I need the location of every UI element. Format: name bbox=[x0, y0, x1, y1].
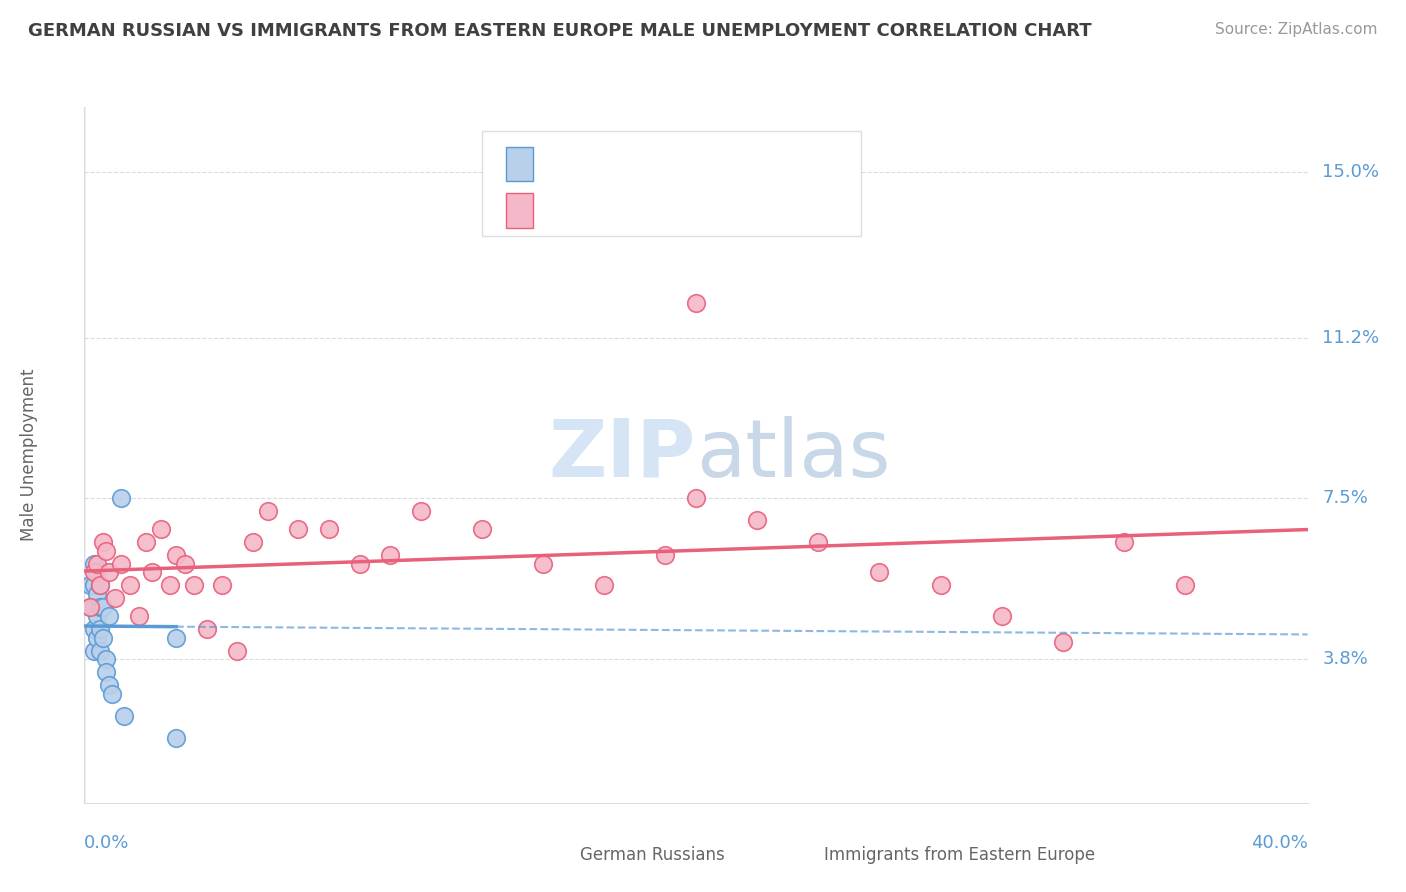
Point bbox=[349, 557, 371, 571]
Point bbox=[747, 513, 769, 527]
Text: 0.0%: 0.0% bbox=[84, 834, 129, 852]
Point bbox=[89, 578, 111, 592]
Point bbox=[242, 534, 264, 549]
Text: 15.0%: 15.0% bbox=[1322, 163, 1379, 181]
FancyBboxPatch shape bbox=[482, 131, 860, 235]
Point bbox=[654, 548, 676, 562]
Point bbox=[195, 622, 218, 636]
Point bbox=[593, 578, 616, 592]
Point bbox=[89, 578, 111, 592]
Point bbox=[91, 600, 114, 615]
Point bbox=[531, 557, 554, 571]
Bar bbox=[782, 842, 818, 868]
Point bbox=[94, 543, 117, 558]
Point bbox=[165, 631, 187, 645]
Point bbox=[869, 566, 891, 580]
Point bbox=[79, 600, 101, 615]
Text: Immigrants from Eastern Europe: Immigrants from Eastern Europe bbox=[824, 846, 1095, 864]
Point bbox=[97, 566, 120, 580]
Point bbox=[110, 557, 132, 571]
Point bbox=[226, 643, 249, 657]
Point bbox=[89, 643, 111, 657]
Point bbox=[409, 504, 432, 518]
Point bbox=[1174, 578, 1197, 592]
Point bbox=[128, 608, 150, 623]
Point bbox=[86, 557, 108, 571]
Point bbox=[120, 578, 142, 592]
Point bbox=[83, 643, 105, 657]
Text: Male Unemployment: Male Unemployment bbox=[20, 368, 38, 541]
Text: GERMAN RUSSIAN VS IMMIGRANTS FROM EASTERN EUROPE MALE UNEMPLOYMENT CORRELATION C: GERMAN RUSSIAN VS IMMIGRANTS FROM EASTER… bbox=[28, 22, 1091, 40]
Point bbox=[97, 678, 120, 692]
Bar bbox=[537, 842, 574, 868]
Point bbox=[471, 522, 494, 536]
Text: 3.8%: 3.8% bbox=[1322, 650, 1368, 668]
Point bbox=[135, 534, 157, 549]
Point bbox=[91, 534, 114, 549]
Point bbox=[211, 578, 233, 592]
Point bbox=[1052, 635, 1074, 649]
Text: 40.0%: 40.0% bbox=[1251, 834, 1308, 852]
Point bbox=[104, 591, 127, 606]
Point bbox=[183, 578, 205, 592]
Point bbox=[83, 600, 105, 615]
Point bbox=[685, 491, 707, 506]
Text: ZIP: ZIP bbox=[548, 416, 696, 494]
Point bbox=[101, 687, 124, 701]
Text: 11.2%: 11.2% bbox=[1322, 328, 1379, 346]
Point bbox=[685, 295, 707, 310]
Point bbox=[257, 504, 280, 518]
Point bbox=[174, 557, 197, 571]
Point bbox=[165, 731, 187, 745]
Point bbox=[165, 548, 187, 562]
Point bbox=[112, 708, 135, 723]
Point bbox=[141, 566, 163, 580]
Point bbox=[91, 631, 114, 645]
Point bbox=[94, 665, 117, 680]
Bar bbox=[506, 146, 533, 181]
Point bbox=[86, 608, 108, 623]
Point bbox=[159, 578, 181, 592]
Point bbox=[89, 622, 111, 636]
Point bbox=[83, 566, 105, 580]
Point bbox=[97, 608, 120, 623]
Point bbox=[110, 491, 132, 506]
Point bbox=[83, 557, 105, 571]
Point bbox=[287, 522, 309, 536]
Point bbox=[991, 608, 1014, 623]
Point bbox=[83, 578, 105, 592]
Point bbox=[89, 600, 111, 615]
Point bbox=[86, 631, 108, 645]
Point bbox=[318, 522, 340, 536]
Point bbox=[86, 566, 108, 580]
Point bbox=[929, 578, 952, 592]
Point bbox=[149, 522, 172, 536]
Point bbox=[1114, 534, 1136, 549]
Text: 7.5%: 7.5% bbox=[1322, 490, 1368, 508]
Point bbox=[86, 587, 108, 601]
Point bbox=[807, 534, 830, 549]
Text: German Russians: German Russians bbox=[579, 846, 724, 864]
Point bbox=[83, 622, 105, 636]
Point bbox=[94, 652, 117, 666]
Text: R =   0.211   N = 42: R = 0.211 N = 42 bbox=[546, 202, 713, 219]
Point bbox=[79, 578, 101, 592]
Bar bbox=[506, 194, 533, 228]
Point bbox=[380, 548, 402, 562]
Text: atlas: atlas bbox=[696, 416, 890, 494]
Point bbox=[79, 600, 101, 615]
Text: R = -0.003   N = 26: R = -0.003 N = 26 bbox=[546, 155, 709, 173]
Text: Source: ZipAtlas.com: Source: ZipAtlas.com bbox=[1215, 22, 1378, 37]
